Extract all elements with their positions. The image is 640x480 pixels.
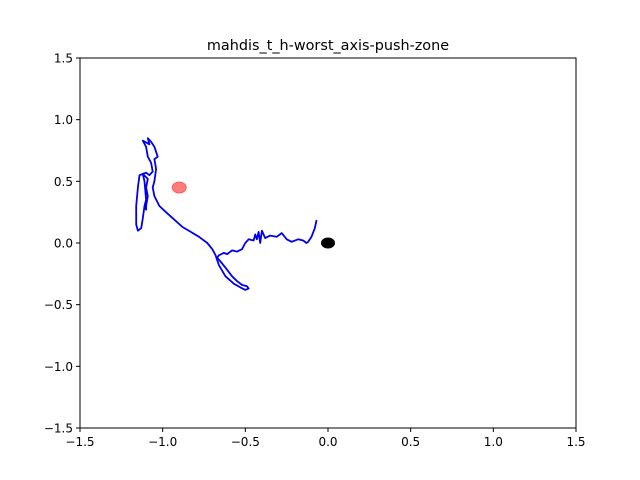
plot-area — [135, 137, 335, 291]
y-axis: −1.5 −1.0 −0.5 0.0 0.5 1.0 1.5 — [44, 52, 80, 436]
y-tick-label: −1.5 — [44, 422, 73, 436]
x-tick-label: 1.5 — [566, 435, 585, 449]
y-tick-label: 0.0 — [54, 237, 73, 251]
chart-title: mahdis_t_h-worst_axis-push-zone — [207, 38, 449, 54]
trajectory-line-0 — [135, 137, 318, 291]
y-tick-label: −0.5 — [44, 298, 73, 312]
x-tick-label: 1.0 — [484, 435, 503, 449]
marker-point-1 — [321, 237, 335, 249]
y-tick-label: 1.5 — [54, 52, 73, 66]
x-tick-label: −1.0 — [148, 435, 177, 449]
y-tick-label: −1.0 — [44, 360, 73, 374]
y-tick-label: 0.5 — [54, 175, 73, 189]
x-tick-label: 0.0 — [318, 435, 337, 449]
marker-point-0 — [171, 181, 187, 194]
x-tick-label: −1.5 — [65, 435, 94, 449]
x-tick-label: 0.5 — [401, 435, 420, 449]
x-axis: −1.5 −1.0 −0.5 0.0 0.5 1.0 1.5 — [65, 428, 586, 449]
y-tick-label: 1.0 — [54, 113, 73, 127]
x-tick-label: −0.5 — [231, 435, 260, 449]
